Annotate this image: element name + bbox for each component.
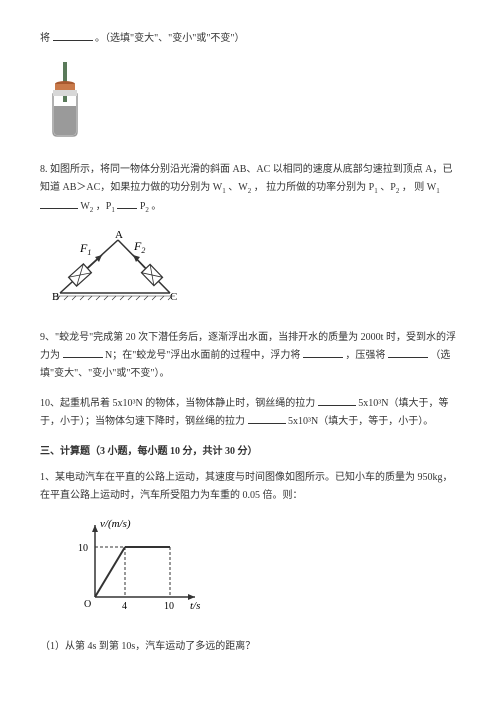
- q8-s8: 2: [145, 206, 149, 214]
- q1calc: 1、某电动汽车在平直的公路上运动，其速度与时间图像如图所示。已知小车的质量为 9…: [40, 469, 460, 505]
- intro-t1: 将: [40, 33, 50, 44]
- g-xlabel: t/s: [190, 600, 200, 612]
- g-origin: O: [84, 599, 91, 610]
- g-ymax: 10: [78, 543, 88, 554]
- q8-t9: 。: [151, 201, 161, 212]
- tri-F2: F2: [133, 239, 145, 255]
- sub1: （1）从第 4s 到第 10s，汽车运动了多远的距离？: [40, 638, 460, 656]
- bottle-svg: [40, 60, 90, 140]
- triangle-svg: A B C F1 F2: [40, 228, 190, 308]
- q8-s2: 2: [248, 187, 252, 195]
- g-x2: 10: [164, 601, 174, 612]
- q9-b3: [388, 347, 428, 358]
- q9-b2: [303, 347, 343, 358]
- q8-t4: 、P: [380, 182, 396, 193]
- q8-t2: 、W: [228, 182, 247, 193]
- q8-t7: ，P: [96, 201, 112, 212]
- q9-t3: ，压强将: [345, 350, 385, 361]
- q8-t6: W: [80, 201, 89, 212]
- triangle-figure: A B C F1 F2: [40, 228, 460, 315]
- intro-line: 将 。（选填"变大"、"变小"或"不变"）: [40, 30, 460, 48]
- q9-t2: N；在"蛟龙号"浮出水面前的过程中，浮力将: [105, 350, 300, 361]
- tri-A: A: [115, 229, 123, 241]
- tri-F1: F1: [79, 241, 91, 257]
- q9: 9、"蛟龙号"完成第 20 次下潜任务后，逐渐浮出水面，当排开水的质量为 200…: [40, 329, 460, 383]
- q10-b2: [248, 413, 286, 424]
- bottle-figure: [40, 60, 460, 147]
- intro-blank: [53, 30, 93, 41]
- g-ylabel: v/(m/s): [100, 518, 131, 530]
- vt-svg: v/(m/s) t/s 10 4 10 O: [70, 517, 210, 617]
- q8-t3: ， 拉力所做的功率分别为 P: [254, 182, 375, 193]
- q8-s6: 2: [90, 206, 94, 214]
- section-title: 三、计算题（3 小题，每小题 10 分，共计 30 分）: [40, 443, 460, 461]
- tri-B: B: [52, 291, 59, 303]
- q8-s1: 1: [222, 187, 226, 195]
- q8-s5: 1: [436, 187, 440, 195]
- vt-graph: v/(m/s) t/s 10 4 10 O: [70, 517, 460, 624]
- intro-t2: 。（选填"变大"、"变小"或"不变"）: [95, 33, 245, 44]
- q8-s3: 1: [374, 187, 378, 195]
- q8: 8. 如图所示，将同一物体分别沿光滑的斜面 AB、AC 以相同的速度从底部匀速拉…: [40, 161, 460, 216]
- q8-s4: 2: [396, 187, 400, 195]
- q9-b1: [63, 347, 103, 358]
- q8-blank2: [117, 198, 137, 209]
- q10-b1: [318, 395, 356, 406]
- q10-t3: 5x10³N（填大于，等于，小于）。: [288, 416, 433, 427]
- q8-t5: ， 则 W: [402, 182, 436, 193]
- q8-s7: 1: [111, 206, 115, 214]
- q10-t1: 10、起重机吊着 5x10³N 的物体，当物体静止时，钢丝绳的拉力: [40, 398, 315, 409]
- g-x1: 4: [122, 601, 127, 612]
- q10: 10、起重机吊着 5x10³N 的物体，当物体静止时，钢丝绳的拉力 5x10³N…: [40, 395, 460, 431]
- q8-blank1: [40, 198, 78, 209]
